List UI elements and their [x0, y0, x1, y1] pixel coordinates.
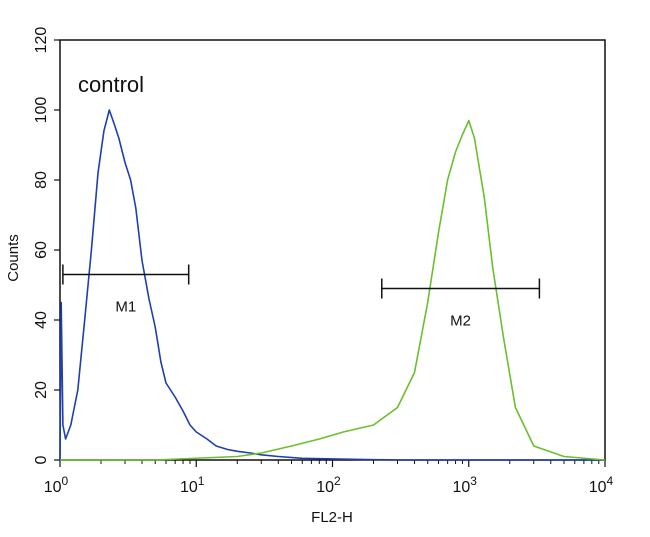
x-tick-label: 103	[453, 474, 478, 496]
marker-label: M1	[115, 299, 136, 316]
y-tick-label: 120	[33, 27, 50, 54]
plot-frame	[59, 39, 606, 461]
x-axis-ticks: 100 101 102 103 104	[44, 460, 614, 496]
y-tick-label: 0	[33, 455, 50, 464]
annotation-label: control	[78, 72, 144, 97]
marker-label: M2	[450, 313, 471, 330]
x-tick-label: 104	[589, 474, 614, 496]
marker-layer: M1 M2	[62, 264, 541, 330]
x-tick-label: 101	[180, 474, 205, 496]
y-axis-title: Counts	[5, 234, 22, 282]
series-line-1	[59, 109, 605, 461]
y-tick-label: 20	[33, 381, 50, 399]
y-tick-label: 40	[33, 311, 50, 329]
x-tick-label: 100	[44, 474, 69, 496]
y-axis-ticks: 0 20 40 60 80 100 120	[33, 27, 60, 464]
y-tick-label: 100	[33, 97, 50, 124]
x-tick-label: 102	[316, 474, 341, 496]
y-tick-label: 80	[33, 171, 50, 189]
y-tick-label: 60	[33, 241, 50, 259]
series-layer	[59, 109, 606, 461]
series-line-2	[60, 119, 606, 461]
x-axis-title: FL2-H	[311, 509, 353, 526]
